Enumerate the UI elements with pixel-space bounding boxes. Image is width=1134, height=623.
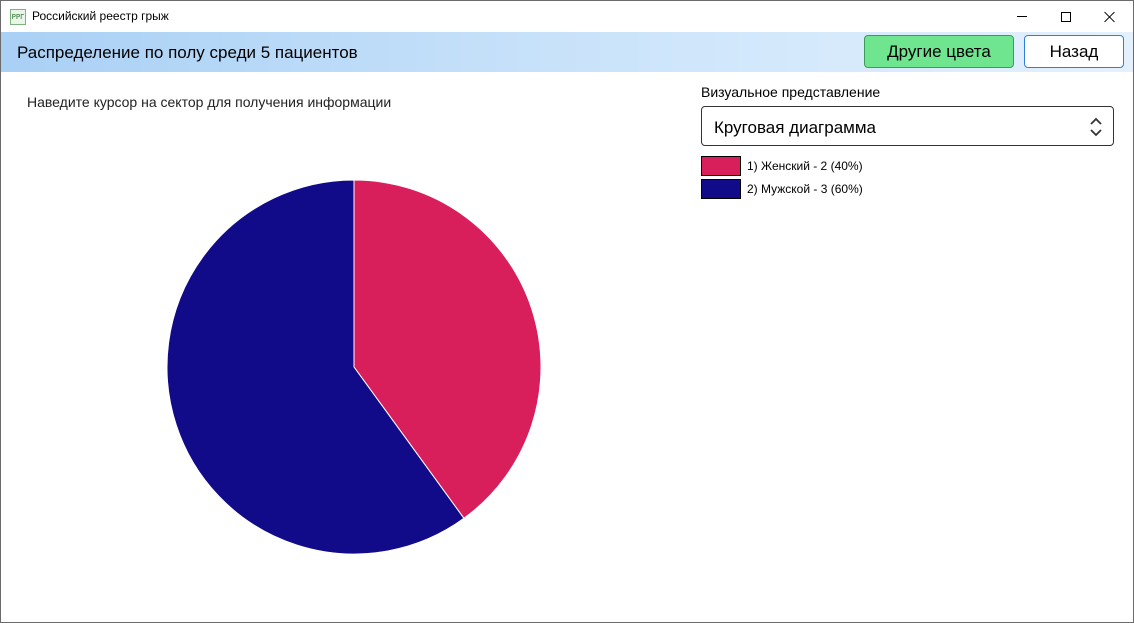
up-down-arrows-icon	[1090, 117, 1102, 137]
pie-slice-2[interactable]	[166, 179, 465, 555]
header-bar: Распределение по полу среди 5 пациентов …	[1, 32, 1133, 72]
maximize-button[interactable]	[1043, 1, 1089, 32]
pie-chart[interactable]	[166, 179, 542, 555]
maximize-icon	[1061, 11, 1071, 22]
title-bar[interactable]: РРГ Российский реестр грыж	[1, 1, 1133, 32]
chart-type-selected: Круговая диаграмма	[714, 118, 876, 137]
minimize-icon	[1017, 16, 1027, 17]
legend-label: 1) Женский - 2 (40%)	[747, 159, 863, 173]
chart-type-select[interactable]: Круговая диаграмма	[701, 106, 1114, 146]
app-logo-icon: РРГ	[10, 9, 26, 25]
window-title: Российский реестр грыж	[32, 9, 169, 23]
legend-label: 2) Мужской - 3 (60%)	[747, 182, 863, 196]
minimize-button[interactable]	[999, 1, 1045, 32]
close-button[interactable]	[1087, 1, 1133, 32]
legend-item: 2) Мужской - 3 (60%)	[701, 179, 1001, 199]
close-icon	[1104, 11, 1116, 23]
legend-item: 1) Женский - 2 (40%)	[701, 156, 1001, 176]
back-button[interactable]: Назад	[1024, 35, 1124, 68]
hover-hint: Наведите курсор на сектор для получения …	[27, 94, 392, 110]
page-title: Распределение по полу среди 5 пациентов	[17, 43, 358, 62]
legend-swatch	[701, 156, 741, 176]
visual-representation-label: Визуальное представление	[701, 84, 881, 100]
pie-slice-1[interactable]	[353, 179, 542, 519]
other-colors-button[interactable]: Другие цвета	[864, 35, 1014, 68]
legend-swatch	[701, 179, 741, 199]
